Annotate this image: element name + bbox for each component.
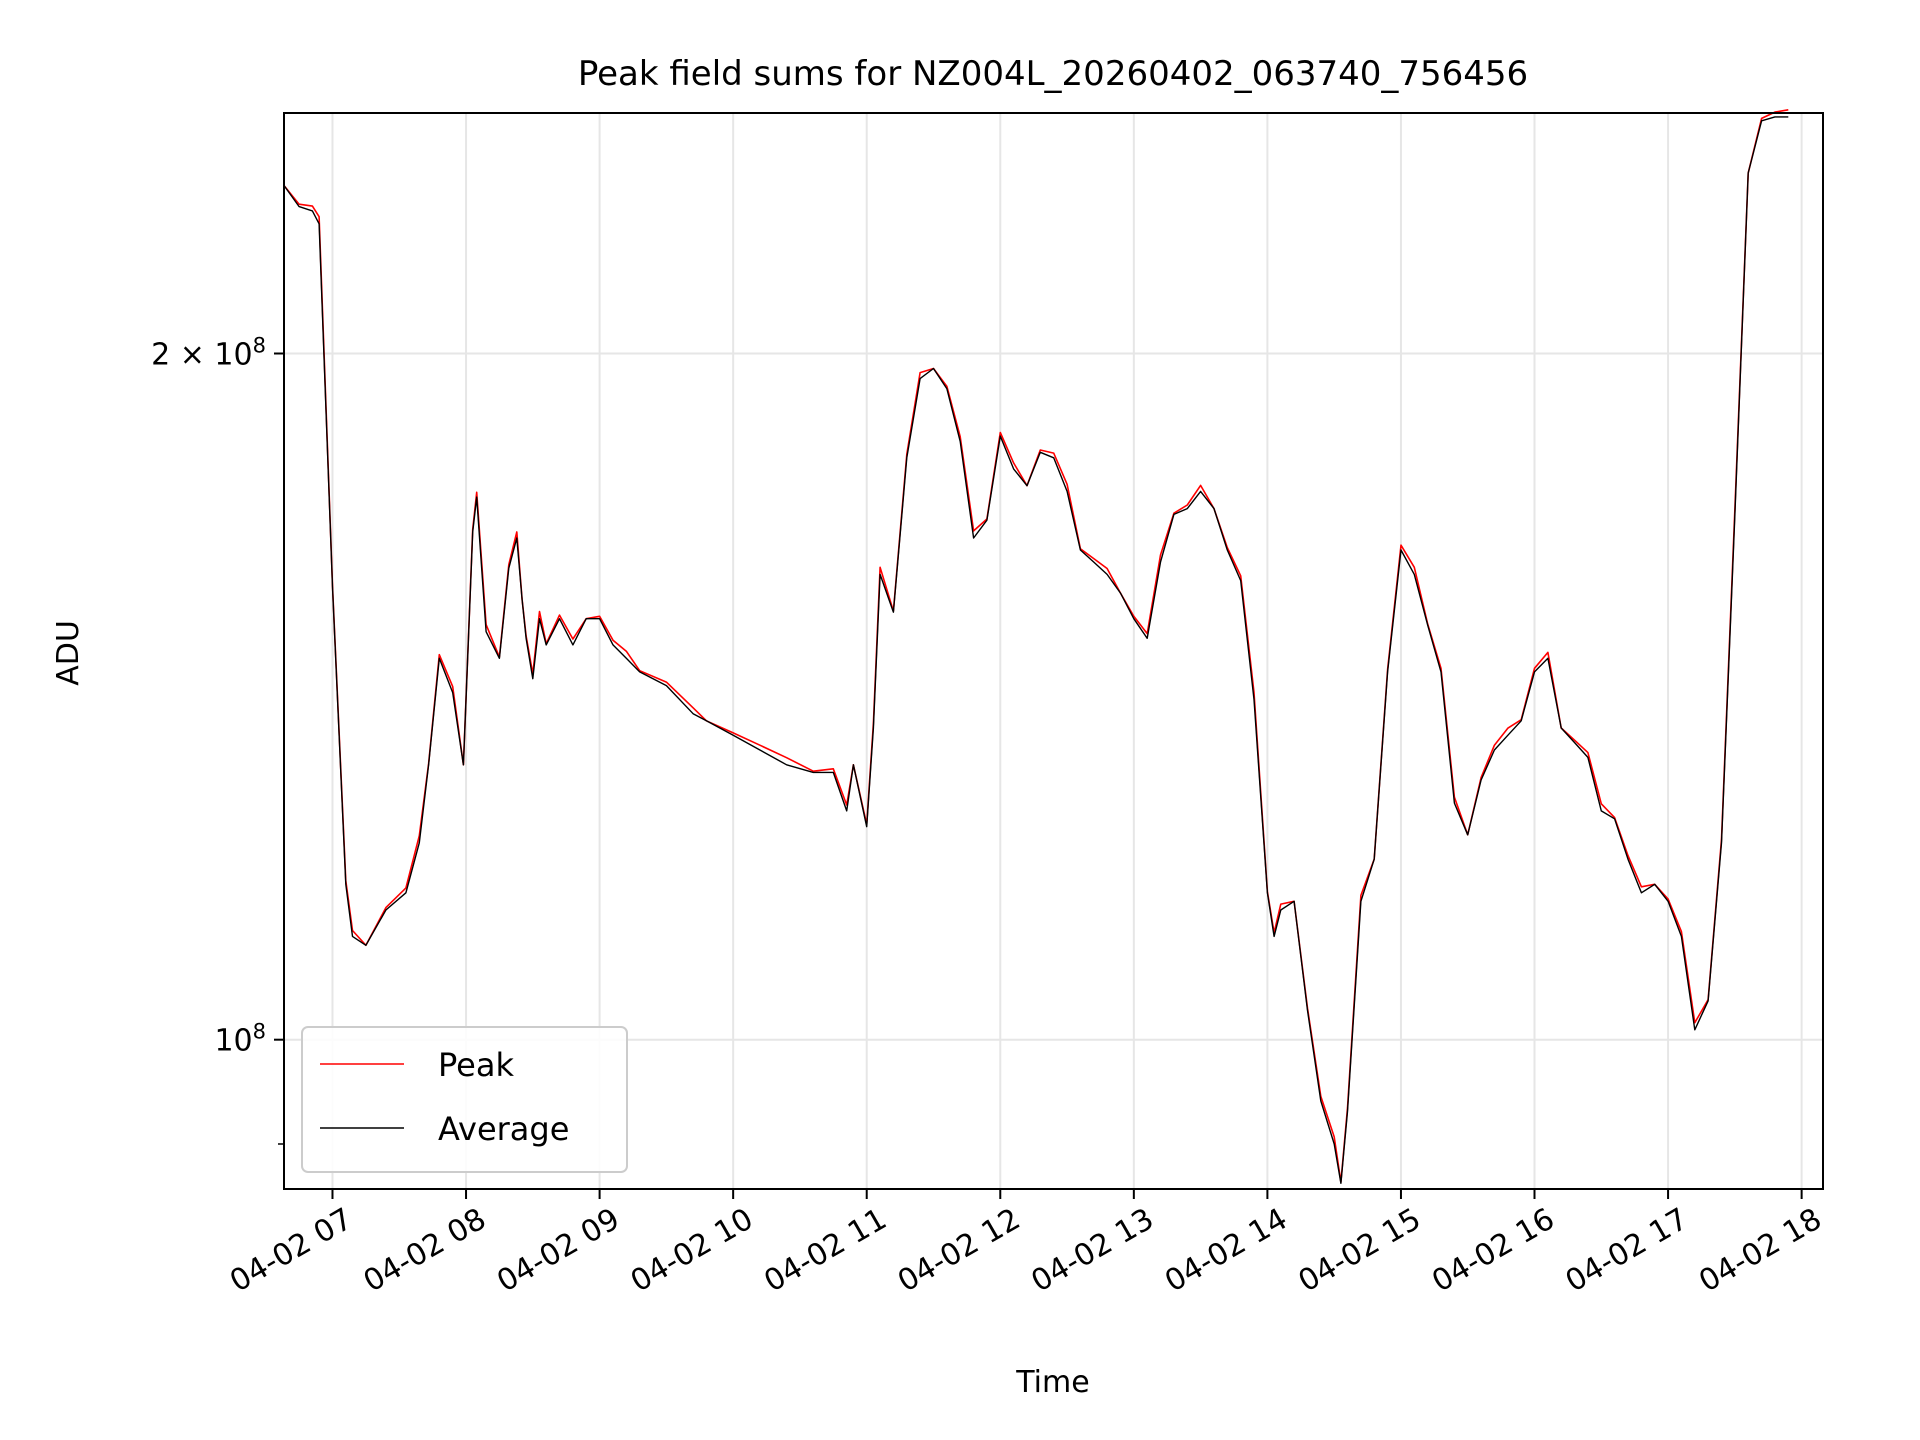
chart-title: Peak field sums for NZ004L_20260402_0637… — [578, 54, 1528, 94]
series-line-average — [283, 116, 1789, 1185]
legend-label-average: Average — [438, 1110, 569, 1148]
legend-label-peak: Peak — [438, 1046, 514, 1084]
y-axis: 108 2 × 108 — [151, 334, 284, 1145]
legend: Peak Average — [301, 1026, 628, 1173]
y-tick-label: 108 — [214, 1020, 266, 1059]
series-line-peak — [283, 109, 1789, 1183]
y-axis-label: ADU — [51, 620, 86, 686]
series-lines — [283, 109, 1789, 1185]
plot-frame — [283, 112, 1824, 1190]
y-tick-label: 2 × 108 — [151, 334, 266, 373]
grid-lines — [284, 113, 1823, 1189]
x-axis-label: Time — [1015, 1365, 1089, 1400]
